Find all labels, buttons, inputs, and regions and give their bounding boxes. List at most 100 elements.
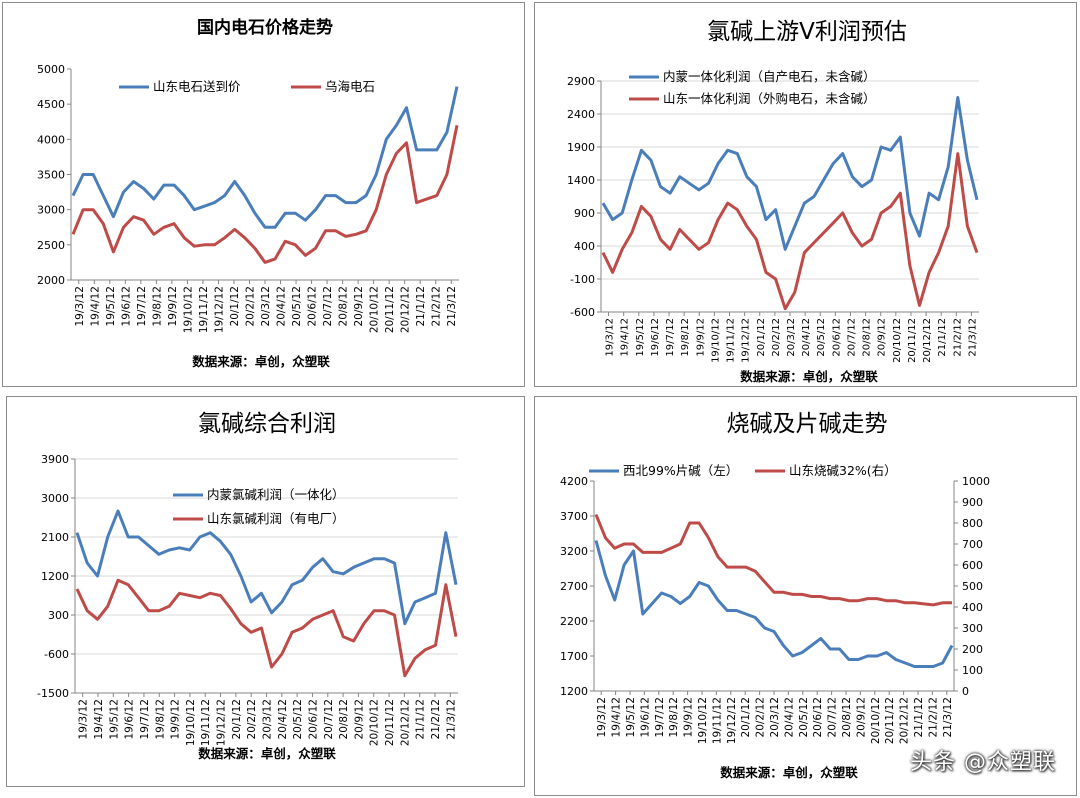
- x-tick-label: 19/4/12: [620, 318, 631, 357]
- y-tick-label: 2000: [37, 274, 65, 287]
- legend-label-1: 山东烧碱32%(右）: [789, 463, 897, 478]
- chart-panel-caustic-soda: 烧碱及片碱走势 4200 3700 3200 2700 2200 1700 1200 1000 9…: [534, 396, 1077, 796]
- y-tick-label: -100: [570, 273, 595, 286]
- x-tick-label: 20/9/12: [353, 699, 365, 739]
- series-line-0: [71, 86, 459, 229]
- x-tick-label: 21/1/12: [937, 318, 948, 357]
- x-tick-label: 20/1/12: [231, 699, 243, 739]
- source-label: 数据来源：卓创，众塑联: [191, 354, 330, 369]
- x-tick-label: 20/4/12: [277, 699, 289, 739]
- x-tick-label: 20/4/12: [276, 286, 288, 326]
- x-tick-label: 20/2/12: [244, 286, 256, 326]
- chart-chlor-alkali-profit: 氯碱综合利润 3900 3000 2100 1200 300 -600 -1500 19/3/1…: [37, 411, 458, 761]
- y-tick-label: 3900: [41, 453, 69, 466]
- x-tick-label: 20/10/12: [892, 318, 903, 363]
- y-tick-label: 300: [48, 609, 69, 622]
- series-line-0: [601, 96, 979, 251]
- x-tick-label: 20/5/12: [798, 697, 810, 737]
- x-tick-label: 19/6/12: [650, 318, 661, 357]
- x-tick-label: 20/3/12: [786, 318, 797, 357]
- y-tick-label: 3000: [37, 204, 65, 217]
- series-line-0: [75, 509, 458, 626]
- legend-label-0: 山东电石送到价: [153, 79, 241, 94]
- source-label: 数据来源：卓创，众塑联: [197, 746, 336, 761]
- y-tick-label: 1900: [567, 141, 595, 154]
- x-tick-label: 19/11/12: [198, 286, 210, 333]
- y2-tick-label: 400: [962, 601, 983, 614]
- x-tick-label: 21/2/12: [431, 286, 443, 326]
- x-tick-label: 20/11/12: [884, 697, 896, 744]
- x-tick-label: 19/11/12: [726, 318, 737, 363]
- y2-tick-label: 600: [962, 559, 983, 572]
- x-tick-label: 19/3/12: [605, 318, 616, 357]
- x-tick-label: 20/5/12: [291, 286, 303, 326]
- y-tick-label: 1200: [41, 570, 69, 583]
- x-tick-label: 19/6/12: [639, 697, 651, 737]
- x-tick-label: 20/9/12: [877, 318, 888, 357]
- y-tick-label: 1700: [560, 650, 588, 663]
- x-tick-label: 20/8/12: [338, 286, 350, 326]
- x-tick-label: 20/8/12: [862, 318, 873, 357]
- x-tick-label: 20/9/12: [855, 697, 867, 737]
- x-tick-label: 19/9/12: [683, 697, 695, 737]
- x-tick-label: 20/6/12: [307, 286, 319, 326]
- y-tick-label: -600: [570, 306, 595, 319]
- y2-tick-label: 700: [962, 538, 983, 551]
- x-tick-label: 20/7/12: [846, 318, 857, 357]
- x-tick-label: 19/4/12: [89, 286, 101, 326]
- y-tick-label: 2700: [560, 580, 588, 593]
- x-tick-label: 19/12/12: [213, 286, 225, 333]
- y-tick-label: 2200: [560, 615, 588, 628]
- y2-tick-label: 500: [962, 580, 983, 593]
- x-tick-label: 20/12/12: [899, 697, 911, 744]
- x-tick-label: 19/12/12: [726, 697, 738, 744]
- x-tick-label: 19/9/12: [167, 286, 179, 326]
- chart-title: 国内电石价格走势: [197, 17, 333, 38]
- y-tick-label: -600: [44, 648, 69, 661]
- y-tick-label: 2500: [37, 239, 65, 252]
- x-tick-label: 20/3/12: [262, 699, 274, 739]
- x-tick-label: 20/7/12: [827, 697, 839, 737]
- series-line-1: [594, 514, 952, 607]
- chart-panel-calcium-carbide: 国内电石价格走势 5000 4500 4000 3500 3000 2500 2000 19/3…: [2, 2, 525, 387]
- chart-title: 氯碱上游V利润预估: [707, 19, 907, 45]
- x-tick-label: 19/8/12: [680, 318, 691, 357]
- x-tick-label: 20/4/12: [783, 697, 795, 737]
- y-tick-label: 1200: [560, 685, 588, 698]
- y-tick-label: 2100: [41, 531, 69, 544]
- x-tick-label: 21/3/12: [942, 697, 954, 737]
- x-tick-label: 20/3/12: [769, 697, 781, 737]
- series-line-1: [71, 124, 459, 264]
- legend-label-1: 山东一体化利润（外购电石，未含碱）: [663, 91, 876, 106]
- x-tick-label: 21/3/12: [446, 286, 458, 326]
- x-tick-label: 19/8/12: [151, 286, 163, 326]
- x-tick-label: 19/7/12: [654, 697, 666, 737]
- x-tick-label: 20/4/12: [801, 318, 812, 357]
- x-tick-label: 19/6/12: [120, 286, 132, 326]
- x-tick-label: 19/9/12: [170, 699, 182, 739]
- x-tick-label: 19/10/12: [182, 286, 194, 333]
- x-tick-label: 19/3/12: [74, 286, 86, 326]
- y-tick-label: 5000: [37, 63, 65, 76]
- legend-label-0: 内蒙氯碱利润（一体化）: [207, 487, 345, 502]
- x-tick-label: 20/10/12: [369, 286, 381, 333]
- x-tick-label: 20/2/12: [246, 699, 258, 739]
- x-tick-label: 21/1/12: [415, 699, 427, 739]
- x-tick-label: 19/8/12: [668, 697, 680, 737]
- y-tick-label: 4200: [560, 475, 588, 488]
- x-tick-label: 20/11/12: [384, 699, 396, 746]
- chart-panel-upstream-v-profit: 氯碱上游V利润预估 2900 2400 1900 1400 900 400 -100 -600 1…: [534, 2, 1077, 387]
- source-label: 数据来源：卓创，众塑联: [739, 369, 878, 384]
- y-tick-label: 2900: [567, 75, 595, 88]
- x-tick-label: 21/3/12: [445, 699, 457, 739]
- y2-tick-label: 200: [962, 643, 983, 656]
- y2-tick-label: 800: [962, 517, 983, 530]
- x-tick-label: 19/10/12: [710, 318, 721, 363]
- x-tick-label: 20/10/12: [870, 697, 882, 744]
- y-tick-label: 900: [574, 207, 595, 220]
- y-tick-label: 4500: [37, 98, 65, 111]
- x-tick-label: 21/1/12: [913, 697, 925, 737]
- x-tick-label: 19/5/12: [105, 286, 117, 326]
- x-tick-label: 19/5/12: [635, 318, 646, 357]
- x-tick-label: 20/12/12: [400, 286, 412, 333]
